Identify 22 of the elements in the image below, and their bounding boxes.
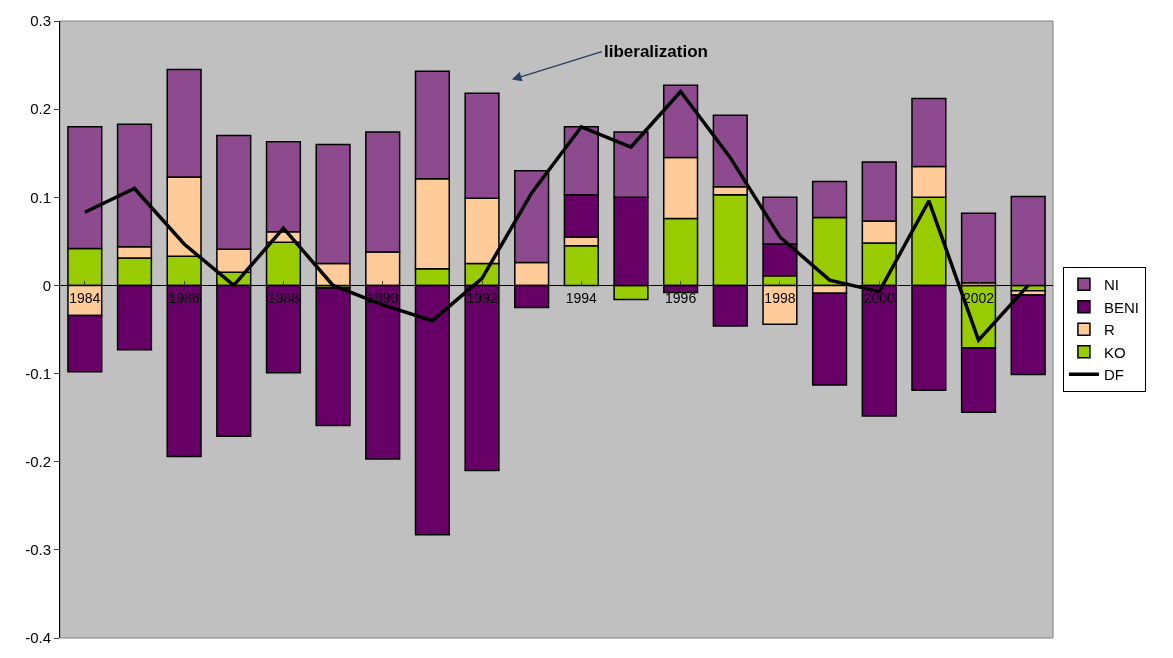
legend-label: R bbox=[1103, 321, 1115, 339]
x-tick-label: 1996 bbox=[665, 290, 697, 307]
legend-label: KO bbox=[1103, 343, 1126, 361]
x-tick-label: 2000 bbox=[863, 290, 896, 307]
x-tick-label: 1984 bbox=[69, 290, 101, 307]
legend-label: DF bbox=[1103, 366, 1124, 384]
y-tick-label: 0.3 bbox=[30, 12, 51, 30]
x-tick-label: 1988 bbox=[267, 290, 300, 307]
y-tick-label: 0.2 bbox=[30, 100, 51, 118]
y-tick-label: -0.1 bbox=[25, 364, 51, 382]
y-tick-label: 0 bbox=[42, 276, 51, 294]
y-tick-label: -0.4 bbox=[25, 629, 51, 647]
y-tick-label: -0.2 bbox=[25, 452, 51, 470]
x-tick-label: 1992 bbox=[466, 290, 498, 307]
x-tick-label: 1994 bbox=[565, 290, 598, 307]
y-tick-label: 0.1 bbox=[30, 188, 51, 206]
y-tick-label: -0.3 bbox=[25, 541, 51, 559]
legend-label: BENI bbox=[1103, 298, 1139, 316]
legend-label: NI bbox=[1103, 276, 1119, 294]
annotation: liberalization bbox=[604, 42, 708, 61]
x-tick-label: 1998 bbox=[764, 290, 796, 307]
x-tick-label: 1986 bbox=[168, 290, 200, 307]
